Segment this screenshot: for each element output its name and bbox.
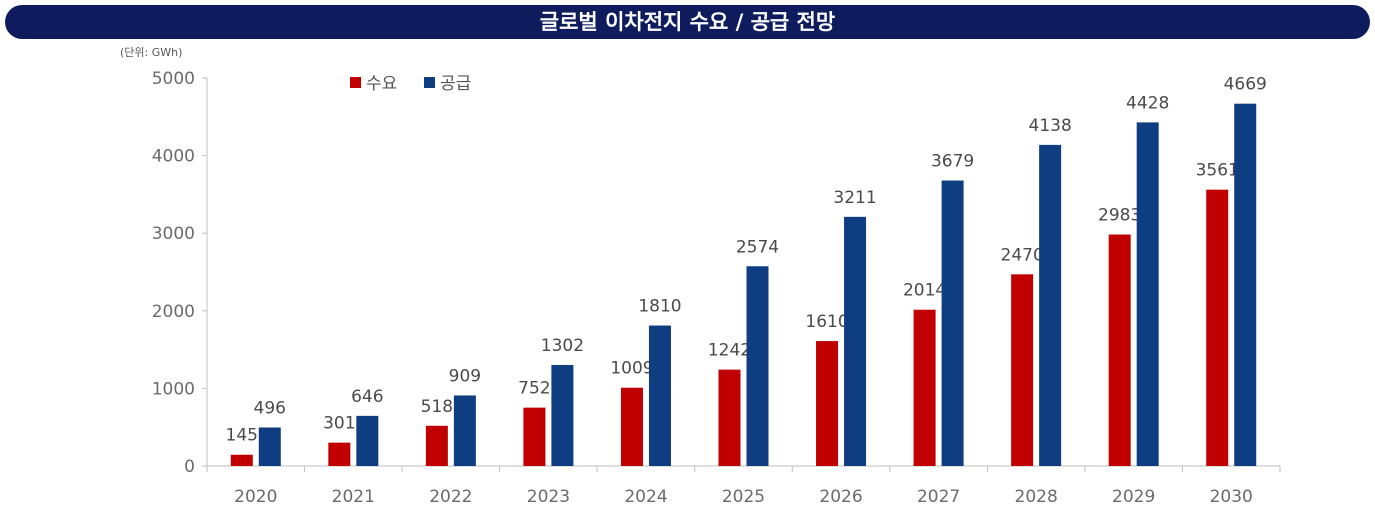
x-tick-label: 2022 bbox=[429, 487, 472, 507]
supply-bar bbox=[258, 427, 281, 466]
legend: 수요 공급 bbox=[350, 74, 471, 94]
x-tick-label: 2020 bbox=[234, 487, 277, 507]
supply-bar bbox=[1234, 103, 1257, 466]
demand-bar bbox=[816, 341, 839, 466]
x-axis: 2020 2021 2022 2023 2024 2025 2026 2027 2028 2029… bbox=[206, 465, 1281, 507]
supply-value-label: 1302 bbox=[541, 336, 584, 356]
demand-value-label: 1242 bbox=[708, 341, 751, 361]
y-tick-label: 1000 bbox=[152, 379, 195, 399]
supply-value-label: 909 bbox=[449, 366, 481, 386]
demand-value-label: 2014 bbox=[903, 281, 946, 301]
supply-value-label: 3679 bbox=[931, 152, 974, 172]
supply-bar bbox=[551, 364, 574, 466]
legend-swatch-supply bbox=[424, 77, 435, 88]
demand-value-label: 3561 bbox=[1196, 161, 1239, 181]
supply-value-label: 4669 bbox=[1224, 75, 1267, 95]
x-tick-label: 2021 bbox=[332, 487, 375, 507]
y-tick-label: 0 bbox=[184, 457, 195, 477]
demand-value-label: 145 bbox=[226, 426, 258, 446]
supply-value-label: 1810 bbox=[638, 297, 681, 317]
supply-bar bbox=[356, 415, 379, 466]
y-axis: 0 1000 2000 3000 4000 5000 bbox=[152, 69, 208, 477]
x-tick-label: 2024 bbox=[624, 487, 667, 507]
demand-value-label: 518 bbox=[421, 397, 453, 417]
supply-value-label: 496 bbox=[254, 399, 286, 419]
demand-bar bbox=[328, 442, 351, 466]
supply-bar bbox=[1039, 144, 1062, 466]
x-tick-label: 2029 bbox=[1112, 487, 1155, 507]
supply-value-label: 4138 bbox=[1029, 116, 1072, 136]
supply-value-label: 646 bbox=[351, 387, 383, 407]
demand-bar bbox=[913, 309, 936, 466]
y-tick-label: 5000 bbox=[152, 69, 195, 89]
supply-bar bbox=[941, 180, 964, 467]
demand-value-label: 1610 bbox=[805, 312, 848, 332]
x-tick-label: 2025 bbox=[722, 487, 765, 507]
legend-swatch-demand bbox=[350, 77, 361, 88]
demand-bar bbox=[718, 369, 741, 466]
unit-label: (단위: GWh) bbox=[120, 46, 183, 59]
x-tick-label: 2028 bbox=[1015, 487, 1058, 507]
demand-value-label: 2470 bbox=[1001, 245, 1044, 265]
demand-value-label: 2983 bbox=[1098, 206, 1141, 226]
demand-bar bbox=[230, 454, 253, 466]
demand-bar bbox=[1108, 234, 1131, 466]
supply-value-label: 3211 bbox=[833, 188, 876, 208]
chart-title: 글로벌 이차전지 수요 / 공급 전망 bbox=[5, 5, 1370, 39]
y-tick-label: 3000 bbox=[152, 224, 195, 244]
demand-bar bbox=[620, 387, 643, 466]
legend-label-supply: 공급 bbox=[440, 74, 471, 94]
demand-bar bbox=[425, 425, 448, 466]
supply-bar bbox=[844, 216, 867, 466]
x-tick-label: 2023 bbox=[527, 487, 570, 507]
demand-value-label: 752 bbox=[518, 379, 550, 399]
demand-bar bbox=[1011, 274, 1034, 466]
demand-value-label: 301 bbox=[323, 414, 355, 434]
demand-bar bbox=[523, 407, 546, 466]
legend-label-demand: 수요 bbox=[366, 74, 397, 94]
x-tick-label: 2027 bbox=[917, 487, 960, 507]
supply-value-label: 4428 bbox=[1126, 93, 1169, 113]
x-tick-label: 2030 bbox=[1210, 487, 1253, 507]
demand-bar bbox=[1206, 189, 1229, 467]
bars: 145 496 301 646 518 909 752 1302 1009 1810 1242 257… bbox=[226, 75, 1267, 467]
demand-value-label: 1009 bbox=[610, 359, 653, 379]
supply-value-label: 2574 bbox=[736, 237, 779, 257]
y-tick-label: 2000 bbox=[152, 302, 195, 322]
supply-bar bbox=[1136, 122, 1159, 466]
supply-bar bbox=[746, 266, 769, 466]
y-tick-label: 4000 bbox=[152, 147, 195, 167]
supply-bar bbox=[453, 395, 476, 466]
supply-bar bbox=[648, 325, 671, 466]
x-tick-label: 2026 bbox=[819, 487, 862, 507]
